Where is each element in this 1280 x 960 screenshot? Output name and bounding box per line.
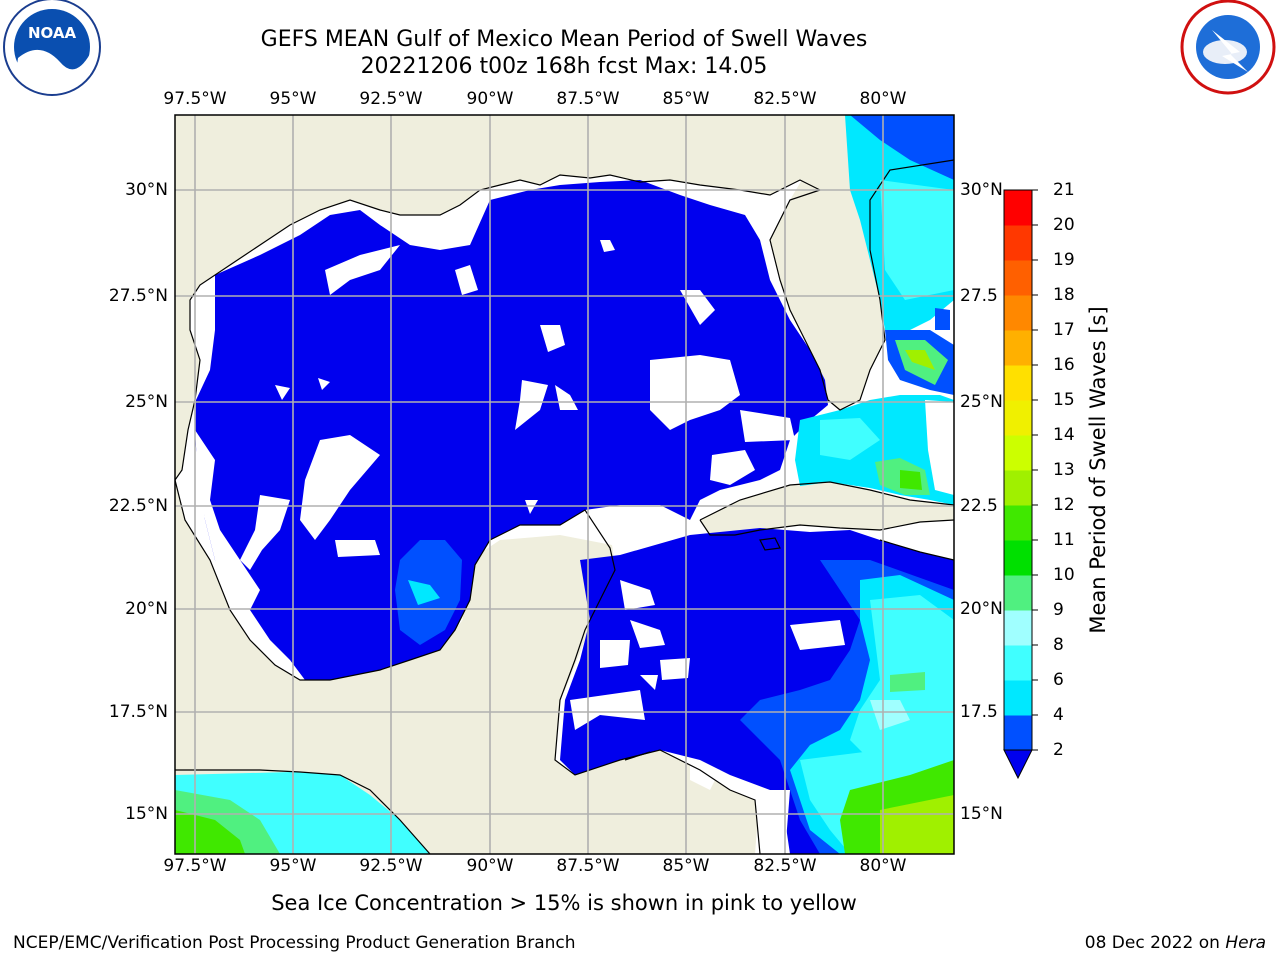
lat-tick-left: 17.5°N <box>108 702 168 722</box>
lon-tick-top: 87.5°W <box>556 89 620 109</box>
colorbar-tick-label: 9 <box>1053 600 1064 620</box>
footer-credit: NCEP/EMC/Verification Post Processing Pr… <box>13 933 576 953</box>
colorbar-tick-label: 20 <box>1053 215 1075 235</box>
colorbar-tick-label: 21 <box>1053 180 1075 200</box>
lat-tick-right: 27.5 <box>960 286 998 306</box>
colorbar-bin <box>1004 400 1032 436</box>
colorbar-bin <box>1004 610 1032 646</box>
colorbar-bin <box>1004 225 1032 261</box>
colorbar-bin <box>1004 295 1032 331</box>
colorbar-bin <box>1004 330 1032 366</box>
noaa-logo: NOAA <box>3 0 101 96</box>
colorbar-bin <box>1004 645 1032 681</box>
colorbar-tick-label: 14 <box>1053 425 1075 445</box>
colorbar-tick-label: 2 <box>1053 740 1064 760</box>
colorbar-tick-label: 6 <box>1053 670 1064 690</box>
gulf-no-data-patches <box>195 240 795 610</box>
sea-ice-note: Sea Ice Concentration > 15% is shown in … <box>271 891 857 915</box>
footer-date-text: 08 Dec 2022 on <box>1084 933 1220 953</box>
colorbar-tick-label: 11 <box>1053 530 1075 550</box>
colorbar-bin <box>1004 540 1032 576</box>
lon-tick-bottom: 82.5°W <box>753 856 817 876</box>
colorbar-tick-label: 4 <box>1053 705 1064 725</box>
lon-tick-top: 85°W <box>662 89 710 109</box>
map-frame <box>174 114 955 855</box>
colorbar-bin <box>1004 470 1032 506</box>
atlantic-swell-field <box>795 115 954 505</box>
lon-tick-top: 80°W <box>859 89 907 109</box>
footer-date: 08 Dec 2022 on Hera <box>1085 933 1266 953</box>
lat-tick-left: 15°N <box>125 804 168 824</box>
footer-host: Hera <box>1225 933 1266 953</box>
map-plot-area <box>175 115 954 854</box>
lon-tick-bottom: 80°W <box>859 856 907 876</box>
lat-tick-left: 30°N <box>125 180 168 200</box>
chart-subtitle: 20221206 t00z 168h fcst Max: 14.05 <box>360 54 768 79</box>
colorbar-bin <box>1004 680 1032 716</box>
pacific-swell-field <box>175 772 430 854</box>
colorbar-bin <box>1004 715 1032 751</box>
colorbar-bin <box>1004 435 1032 471</box>
lon-tick-top: 90°W <box>466 89 514 109</box>
lat-tick-right: 30°N <box>960 180 1003 200</box>
lon-tick-top: 97.5°W <box>163 89 227 109</box>
campeche-feature <box>395 540 462 645</box>
colorbar-bin <box>1004 190 1032 226</box>
colorbar-tick-label: 16 <box>1053 355 1075 375</box>
colorbar-tick-label: 19 <box>1053 250 1075 270</box>
lat-tick-left: 20°N <box>125 599 168 619</box>
lat-tick-left: 22.5°N <box>108 496 168 516</box>
nws-logo <box>1180 0 1276 95</box>
lat-tick-right: 20°N <box>960 599 1003 619</box>
coastlines <box>175 159 954 854</box>
colorbar-tick-label: 15 <box>1053 390 1075 410</box>
colorbar-tick-label: 13 <box>1053 460 1075 480</box>
colorbar-tick-label: 10 <box>1053 565 1075 585</box>
colorbar-tick-label: 18 <box>1053 285 1075 305</box>
lat-tick-right: 17.5 <box>960 702 998 722</box>
lon-tick-bottom: 85°W <box>662 856 710 876</box>
lon-tick-bottom: 95°W <box>269 856 317 876</box>
colorbar-bin <box>1004 575 1032 611</box>
colorbar-bin <box>1004 260 1032 296</box>
colorbar-tick-label: 12 <box>1053 495 1075 515</box>
gridlines <box>175 115 954 854</box>
colorbar-tick-label: 8 <box>1053 635 1064 655</box>
lon-tick-bottom: 97.5°W <box>163 856 227 876</box>
chart-title: GEFS MEAN Gulf of Mexico Mean Period of … <box>260 27 868 52</box>
lat-tick-right: 25°N <box>960 392 1003 412</box>
colorbar-label: Mean Period of Swell Waves [s] <box>1086 306 1110 634</box>
colorbar-tick-label: 17 <box>1053 320 1075 340</box>
noaa-logo-text: NOAA <box>28 24 77 42</box>
lat-tick-left: 25°N <box>125 392 168 412</box>
colorbar-bin <box>1004 365 1032 401</box>
colorbar-bin <box>1004 505 1032 541</box>
lon-tick-bottom: 92.5°W <box>359 856 423 876</box>
lon-tick-top: 82.5°W <box>753 89 817 109</box>
colorbar-extend-arrow <box>1003 749 1033 780</box>
lon-tick-top: 92.5°W <box>359 89 423 109</box>
lon-tick-bottom: 87.5°W <box>556 856 620 876</box>
lon-tick-top: 95°W <box>269 89 317 109</box>
lat-tick-left: 27.5°N <box>108 286 168 306</box>
lat-tick-right: 15°N <box>960 804 1003 824</box>
colorbar <box>1003 189 1038 780</box>
lat-tick-right: 22.5 <box>960 496 998 516</box>
lon-tick-bottom: 90°W <box>466 856 514 876</box>
